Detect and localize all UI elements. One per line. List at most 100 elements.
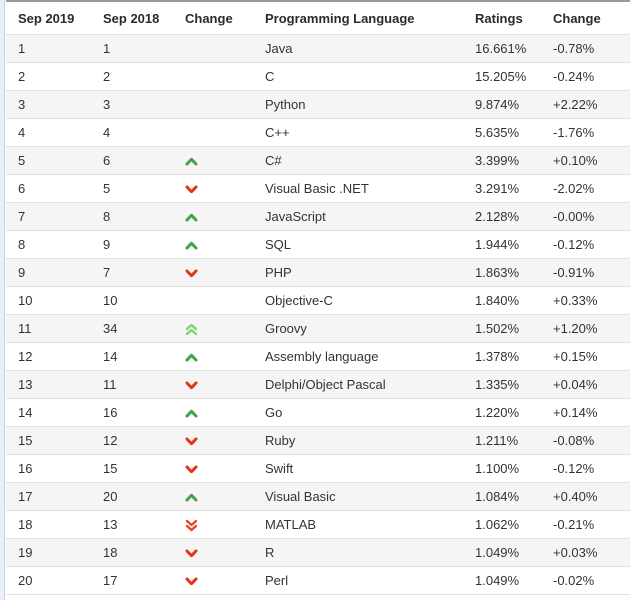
language-cell: SQL bbox=[265, 237, 292, 252]
table-row: 2 2 C 15.205% -0.24% bbox=[6, 62, 630, 91]
rating-cell: 16.661% bbox=[475, 41, 527, 56]
rank-change-cell bbox=[173, 343, 253, 371]
rating-cell: 1.100% bbox=[475, 461, 520, 476]
rating-cell: 1.378% bbox=[475, 349, 520, 364]
rating-change-cell: -0.78% bbox=[553, 41, 595, 56]
language-cell: Visual Basic bbox=[265, 489, 336, 504]
table-row: 12 14 Assembly language 1.378% +0.15% bbox=[6, 342, 630, 371]
table-row: 7 8 JavaScript 2.128% -0.00% bbox=[6, 202, 630, 231]
table-row: 10 10 Objective-C 1.840% +0.33% bbox=[6, 286, 630, 315]
rating-change-cell: +0.14% bbox=[553, 405, 598, 420]
language-cell: Delphi/Object Pascal bbox=[265, 377, 386, 392]
header-change-rank: Change bbox=[185, 11, 233, 26]
rank-2018-cell: 10 bbox=[103, 293, 118, 308]
rank-2019-cell: 16 bbox=[18, 461, 33, 476]
rank-2019-cell: 11 bbox=[18, 321, 32, 336]
rating-change-cell: +1.20% bbox=[553, 321, 598, 336]
language-cell: Java bbox=[265, 41, 293, 56]
rating-cell: 3.399% bbox=[475, 153, 520, 168]
table-row: 15 12 Ruby 1.211% -0.08% bbox=[6, 426, 630, 455]
table-row: 4 4 C++ 5.635% -1.76% bbox=[6, 118, 630, 147]
rank-change-cell bbox=[173, 175, 253, 203]
rank-2019-cell: 1 bbox=[18, 41, 26, 56]
rank-2019-cell: 10 bbox=[18, 293, 33, 308]
table-row: 20 17 Perl 1.049% -0.02% bbox=[6, 566, 630, 595]
rank-2019-cell: 9 bbox=[18, 265, 26, 280]
tiobe-table-body: 1 1 Java 16.661% -0.78% 2 2 C 15.205% -0.24% 3 3 Pyt… bbox=[6, 34, 630, 595]
rank-2018-cell: 4 bbox=[103, 125, 111, 140]
rank-change-cell bbox=[173, 63, 253, 91]
rating-change-cell: +0.40% bbox=[553, 489, 598, 504]
table-row: 17 20 Visual Basic 1.084% +0.40% bbox=[6, 482, 630, 511]
rank-change-cell bbox=[173, 259, 253, 287]
rank-change-cell bbox=[173, 203, 253, 231]
table-row: 14 16 Go 1.220% +0.14% bbox=[6, 398, 630, 427]
rating-cell: 15.205% bbox=[475, 69, 527, 84]
rating-change-cell: -0.08% bbox=[553, 433, 595, 448]
rank-2019-cell: 19 bbox=[18, 545, 33, 560]
double-up-arrow-icon bbox=[185, 323, 198, 336]
rating-change-cell: -2.02% bbox=[553, 181, 595, 196]
header-sep-2019: Sep 2019 bbox=[18, 11, 75, 26]
rank-change-cell bbox=[173, 567, 253, 595]
rating-cell: 5.635% bbox=[475, 125, 520, 140]
rank-2018-cell: 12 bbox=[103, 433, 118, 448]
rating-change-cell: -0.91% bbox=[553, 265, 595, 280]
down-arrow-icon bbox=[185, 577, 198, 586]
language-cell: Go bbox=[265, 405, 283, 420]
rank-2018-cell: 20 bbox=[103, 489, 118, 504]
up-arrow-icon bbox=[185, 213, 198, 222]
table-row: 6 5 Visual Basic .NET 3.291% -2.02% bbox=[6, 174, 630, 203]
rank-2018-cell: 14 bbox=[103, 349, 118, 364]
rating-change-cell: -0.12% bbox=[553, 461, 595, 476]
rank-2019-cell: 3 bbox=[18, 97, 26, 112]
rating-cell: 1.863% bbox=[475, 265, 520, 280]
header-programming-language: Programming Language bbox=[265, 11, 415, 26]
rank-2018-cell: 8 bbox=[103, 209, 111, 224]
up-arrow-icon bbox=[185, 409, 198, 418]
rating-change-cell: +0.15% bbox=[553, 349, 598, 364]
language-cell: Groovy bbox=[265, 321, 307, 336]
header-change-rating: Change bbox=[553, 11, 601, 26]
rank-2019-cell: 17 bbox=[18, 489, 33, 504]
rating-change-cell: +0.33% bbox=[553, 293, 598, 308]
language-cell: MATLAB bbox=[265, 517, 317, 532]
rank-2019-cell: 2 bbox=[18, 69, 26, 84]
table-row: 9 7 PHP 1.863% -0.91% bbox=[6, 258, 630, 287]
table-row: 13 11 Delphi/Object Pascal 1.335% +0.04% bbox=[6, 370, 630, 399]
rating-cell: 1.084% bbox=[475, 489, 520, 504]
header-sep-2018: Sep 2018 bbox=[103, 11, 160, 26]
rating-cell: 2.128% bbox=[475, 209, 520, 224]
table-header: Sep 2019 Sep 2018 Change Programming Lan… bbox=[6, 1, 630, 35]
rank-change-cell bbox=[173, 371, 253, 399]
rank-change-cell bbox=[173, 231, 253, 259]
rank-2018-cell: 2 bbox=[103, 69, 111, 84]
rank-change-cell bbox=[173, 483, 253, 511]
table-row: 8 9 SQL 1.944% -0.12% bbox=[6, 230, 630, 259]
rating-cell: 9.874% bbox=[475, 97, 520, 112]
language-cell: Swift bbox=[265, 461, 294, 476]
rank-2019-cell: 4 bbox=[18, 125, 26, 140]
rating-change-cell: -0.12% bbox=[553, 237, 595, 252]
rank-change-cell bbox=[173, 147, 253, 175]
rank-change-cell bbox=[173, 35, 253, 63]
down-arrow-icon bbox=[185, 465, 198, 474]
rank-change-cell bbox=[173, 315, 253, 343]
rating-cell: 1.840% bbox=[475, 293, 520, 308]
rank-2019-cell: 20 bbox=[18, 573, 33, 588]
language-cell: C++ bbox=[265, 125, 290, 140]
double-down-arrow-icon bbox=[185, 519, 198, 532]
rank-2019-cell: 15 bbox=[18, 433, 33, 448]
header-ratings: Ratings bbox=[475, 11, 523, 26]
rating-change-cell: +0.10% bbox=[553, 153, 598, 168]
rating-change-cell: +0.03% bbox=[553, 545, 598, 560]
rating-change-cell: -1.76% bbox=[553, 125, 595, 140]
rank-2019-cell: 14 bbox=[18, 405, 33, 420]
rating-change-cell: -0.24% bbox=[553, 69, 595, 84]
rating-cell: 1.502% bbox=[475, 321, 520, 336]
rank-change-cell bbox=[173, 427, 253, 455]
table-row: 1 1 Java 16.661% -0.78% bbox=[6, 34, 630, 63]
rating-cell: 1.049% bbox=[475, 545, 520, 560]
down-arrow-icon bbox=[185, 437, 198, 446]
